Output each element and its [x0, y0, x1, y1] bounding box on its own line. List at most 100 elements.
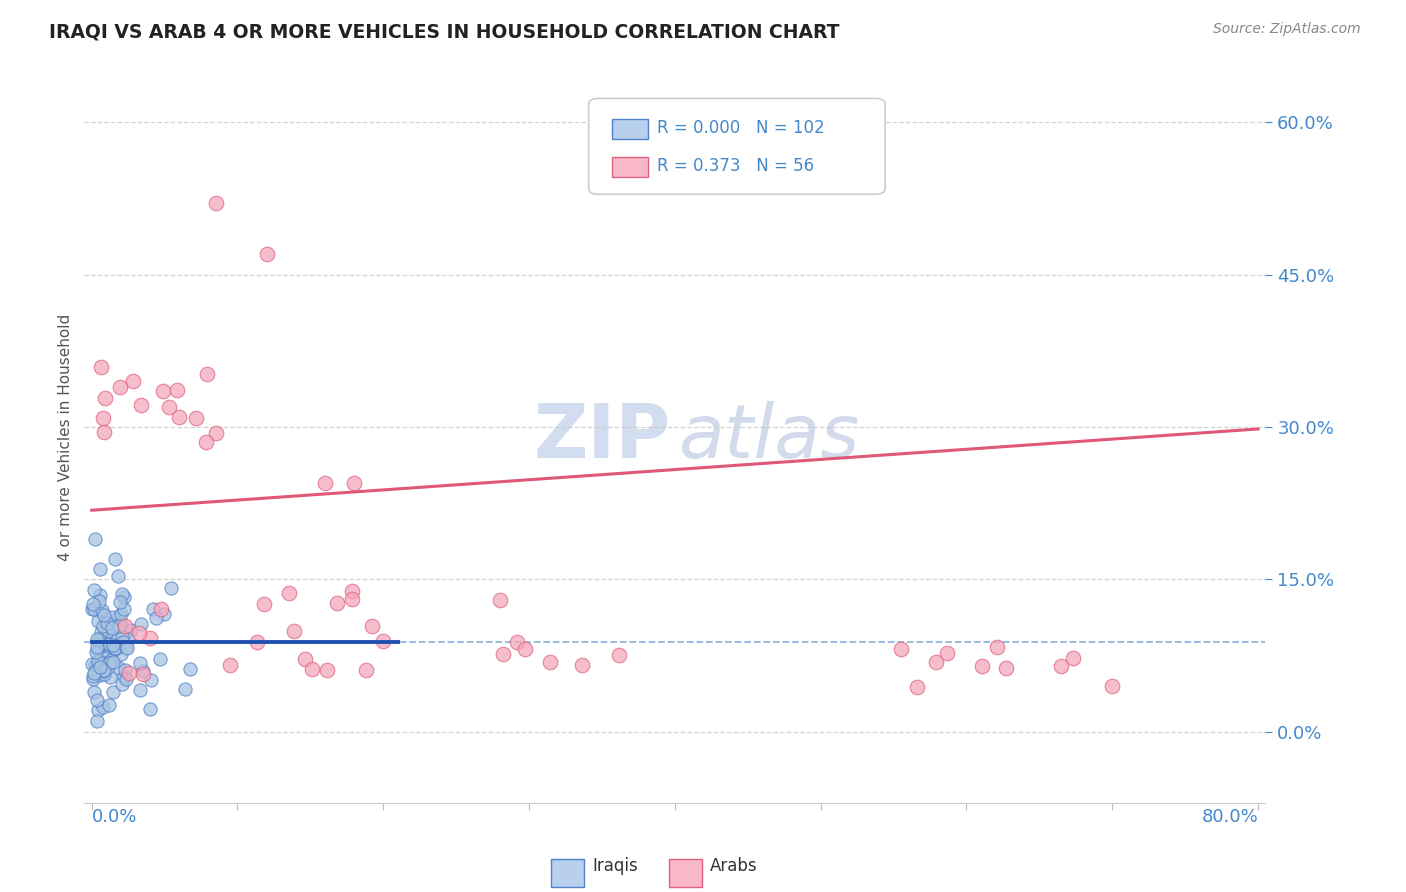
Point — [117, 640, 139, 655]
Point — [103, 641, 125, 656]
Point — [101, 610, 124, 624]
Text: atlas: atlas — [679, 401, 860, 473]
Point — [108, 661, 131, 675]
Point — [107, 568, 129, 582]
Point — [294, 652, 316, 666]
Point — [571, 657, 593, 672]
Point — [82, 597, 104, 611]
Point — [120, 624, 142, 638]
Point — [174, 682, 197, 697]
Point — [114, 619, 136, 633]
Point — [97, 660, 120, 674]
Point — [252, 597, 274, 611]
Point — [93, 700, 115, 714]
Point — [101, 655, 124, 669]
Point — [371, 633, 394, 648]
Point — [96, 656, 118, 670]
Point — [94, 614, 117, 628]
Point — [316, 663, 339, 677]
Point — [84, 664, 107, 678]
Point — [101, 621, 124, 635]
Point — [112, 670, 135, 684]
Point — [1101, 679, 1123, 693]
Point — [96, 616, 118, 631]
Point — [93, 425, 115, 439]
Point — [139, 701, 162, 715]
Point — [89, 588, 111, 602]
Point — [110, 647, 132, 661]
Point — [97, 698, 120, 712]
Point — [89, 660, 111, 674]
Point — [152, 384, 174, 399]
Point — [112, 591, 135, 605]
Point — [205, 425, 228, 440]
Point — [86, 640, 108, 654]
Point — [108, 595, 131, 609]
Point — [101, 638, 124, 652]
Point — [97, 640, 120, 654]
Point — [1050, 658, 1073, 673]
Point — [83, 685, 105, 699]
Point — [343, 475, 366, 490]
Point — [83, 666, 105, 681]
Point — [314, 475, 336, 490]
Point — [83, 602, 105, 616]
Point — [86, 714, 108, 728]
Point — [90, 636, 112, 650]
Point — [325, 597, 347, 611]
Point — [87, 642, 110, 657]
Point — [87, 632, 110, 647]
Point — [111, 630, 134, 644]
Point — [129, 683, 152, 698]
Point — [150, 601, 173, 615]
Text: R = 0.373   N = 56: R = 0.373 N = 56 — [657, 158, 814, 176]
Point — [82, 601, 104, 615]
Point — [277, 586, 299, 600]
FancyBboxPatch shape — [612, 157, 648, 178]
Text: Iraqis: Iraqis — [592, 856, 638, 875]
Point — [93, 651, 115, 665]
Point — [82, 673, 104, 687]
Point — [97, 637, 120, 651]
Point — [972, 659, 994, 673]
Point — [89, 639, 111, 653]
Point — [246, 635, 269, 649]
Point — [89, 604, 111, 618]
Point — [142, 602, 165, 616]
Point — [82, 668, 104, 682]
Point — [132, 667, 155, 681]
Point — [118, 666, 141, 681]
Text: ZIP: ZIP — [534, 401, 671, 474]
Point — [194, 434, 217, 449]
Point — [492, 647, 515, 661]
Point — [110, 616, 132, 631]
Point — [256, 247, 278, 261]
Point — [93, 391, 115, 405]
Y-axis label: 4 or more Vehicles in Household: 4 or more Vehicles in Household — [58, 313, 73, 561]
Point — [122, 374, 145, 388]
Point — [84, 532, 107, 546]
Point — [995, 661, 1018, 675]
Point — [100, 653, 122, 667]
Point — [145, 611, 167, 625]
Point — [905, 680, 928, 694]
Point — [112, 602, 135, 616]
Point — [111, 587, 134, 601]
Point — [83, 583, 105, 598]
Point — [340, 592, 363, 607]
Point — [91, 410, 114, 425]
Point — [986, 640, 1008, 654]
Point — [110, 607, 132, 621]
Point — [179, 662, 201, 676]
Point — [93, 663, 115, 677]
Point — [89, 561, 111, 575]
Point — [129, 616, 152, 631]
Point — [97, 624, 120, 639]
Point — [169, 409, 191, 424]
FancyBboxPatch shape — [589, 98, 886, 194]
Point — [86, 632, 108, 647]
Point — [93, 608, 115, 623]
Point — [538, 655, 561, 669]
Point — [84, 645, 107, 659]
Point — [87, 655, 110, 669]
